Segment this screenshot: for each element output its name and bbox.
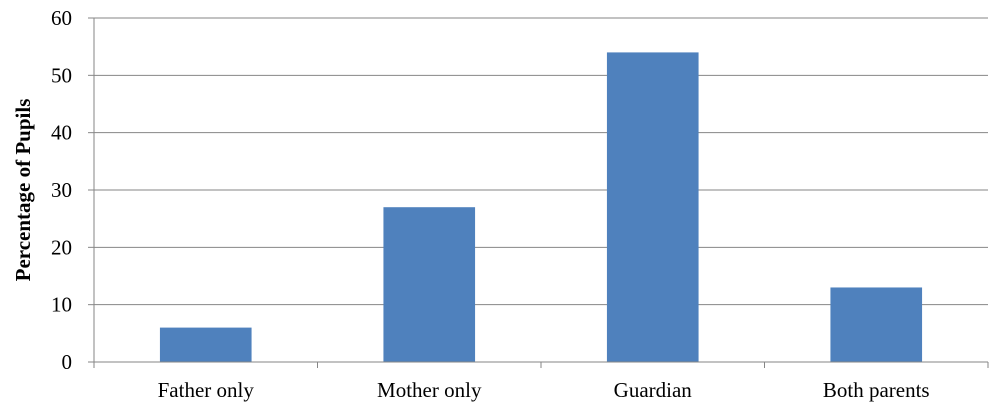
gridlines [94, 17, 988, 306]
y-tick-label: 0 [62, 350, 73, 374]
bar-father-only [159, 327, 252, 362]
bar-both-parents [830, 287, 923, 362]
y-tick-label: 40 [51, 121, 72, 145]
x-tick-label: Mother only [377, 378, 482, 402]
x-tick-label: Both parents [823, 378, 930, 402]
x-tick-labels: Father only Mother only Guardian Both paren… [158, 378, 930, 402]
x-tick-label: Guardian [614, 378, 693, 402]
bar-mother-only [383, 207, 476, 362]
y-axis-title: Percentage of Pupils [11, 99, 35, 282]
y-tick-labels: 0 10 20 30 40 50 60 [51, 6, 72, 374]
y-tick-label: 20 [51, 235, 72, 259]
x-tick-label: Father only [158, 378, 255, 402]
bar-guardian [606, 52, 699, 363]
y-tick-label: 50 [51, 63, 72, 87]
y-tick-label: 60 [51, 6, 72, 30]
axes [88, 17, 989, 368]
y-tick-label: 10 [51, 293, 72, 317]
y-tick-label: 30 [51, 178, 72, 202]
bars [159, 52, 923, 363]
